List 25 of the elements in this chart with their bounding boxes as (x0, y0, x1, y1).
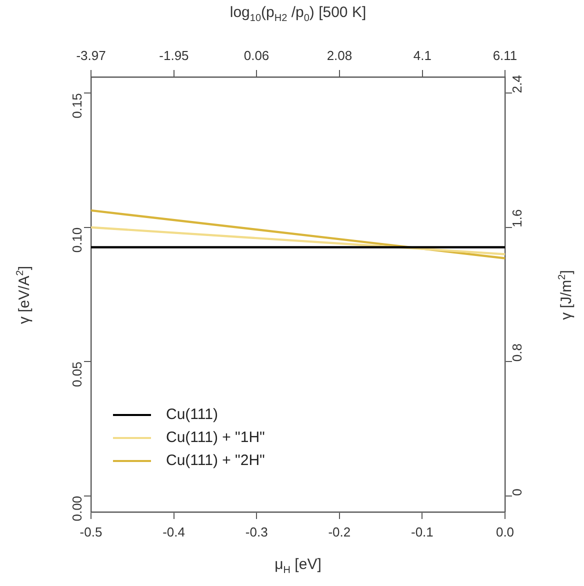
x-tick-label: -0.3 (245, 524, 268, 540)
x-tick-label: -0.1 (410, 524, 434, 540)
x2-tick-label: 2.08 (326, 48, 352, 63)
y-tick-label: 0.05 (70, 362, 85, 387)
x-tick-label: -0.4 (162, 524, 186, 540)
legend-label: Cu(111) + "1H" (166, 428, 265, 448)
y-tick-label: 0.15 (70, 93, 85, 118)
y-tick-label: 0.00 (70, 496, 85, 522)
x2-tick-label: 0.06 (244, 48, 270, 63)
legend-label: Cu(111) + "2H" (166, 451, 265, 471)
x2-tick-label: 4.1 (413, 48, 432, 63)
x2-tick-label: -1.95 (159, 48, 189, 63)
y2-tick-label: 2.4 (510, 75, 525, 94)
x2-tick-label: 6.11 (492, 48, 518, 63)
x-axis-title: μ$_{H}$ [eV] (274, 556, 322, 576)
y2-tick-label: 0.8 (510, 344, 525, 362)
x2-tick-label: -3.97 (76, 48, 106, 63)
x-tick-label: -0.2 (328, 524, 351, 540)
y2-tick-label: 0 (510, 488, 525, 496)
y2-tick-label: 1.6 (510, 209, 525, 228)
x-tick-label: -0.5 (80, 524, 102, 540)
y-tick-label: 0.10 (70, 227, 85, 253)
legend-label: Cu(111) (166, 405, 218, 425)
x-tick-label: 0.0 (496, 524, 514, 540)
x2-axis-title: log$_{10}$(p$_{H2}$ /p$_{0}$) [500 K] (230, 4, 366, 24)
